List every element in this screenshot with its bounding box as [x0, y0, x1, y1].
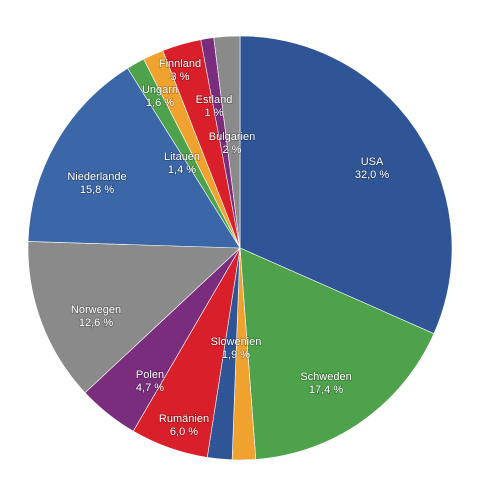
slice-label-finnland: Finnland 3 % [159, 58, 201, 83]
slice-label-estland: Estland 1 % [196, 94, 233, 119]
pie-labels: USA 32,0 % Schweden 17,4 % Slowenien 1,9 % Rum… [67, 57, 391, 439]
slice-label-rum-nien: Rumänien 6,0 % [159, 413, 209, 438]
pie-slice-bulgarien-12 [213, 35, 241, 249]
pie-slice-niederlande-7 [27, 67, 241, 249]
slice-label-litauen: Litauen 1,4 % [164, 151, 200, 176]
slice-label-norwegen: Norwegen 12,6 % [71, 304, 121, 329]
pie-slice-schweden-1 [239, 247, 435, 460]
pie-slice-usa-0 [239, 35, 453, 335]
slice-label-niederlande: Niederlande 15,8 % [67, 171, 126, 196]
slice-label-ungarn: Ungarn 1,6 % [142, 84, 178, 109]
slice-label-schweden: Schweden 17,4 % [300, 371, 351, 396]
pie-slice-norwegen-6 [27, 241, 241, 394]
slice-label-bulgarien: Bulgarien 2 % [209, 131, 255, 156]
pie-slices [27, 35, 453, 461]
slice-label-usa: USA 32,0 % [355, 156, 389, 181]
slice-label-slowenien: Slowenien 1,9 % [211, 336, 262, 361]
slice-label-polen: Polen 4,7 % [136, 369, 164, 394]
